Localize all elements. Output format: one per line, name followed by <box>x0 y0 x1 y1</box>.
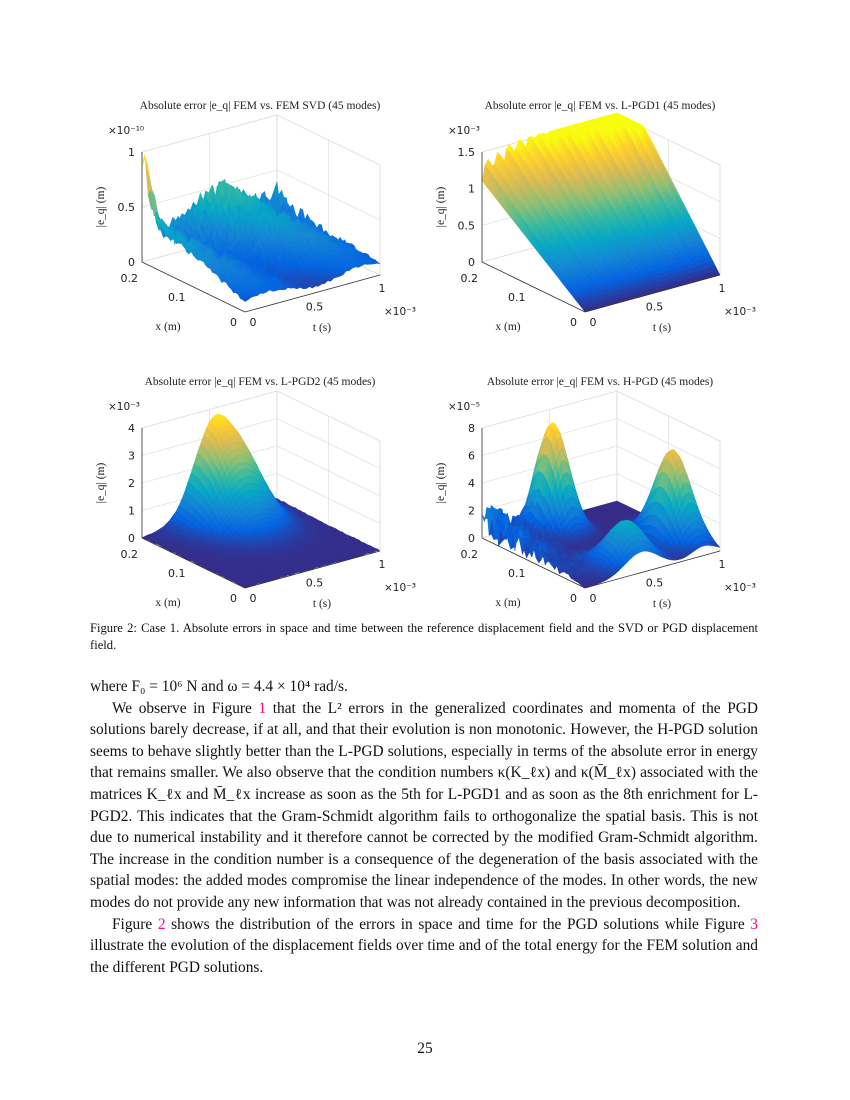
plot-title: Absolute error |e_q| FEM vs. L-PGD1 (45 … <box>485 100 716 112</box>
figure-2-surface-plots: 0 0.5 1 0 0.1 0.2 0 0.5 1 ×10⁻¹⁰ ×10⁻³ x (m) t (s) |e… <box>95 100 756 610</box>
t-tick-label: 0.5 <box>306 301 324 314</box>
z-axis-label: |e_q| (m) <box>435 186 447 227</box>
x-tick-label: 0 <box>570 316 577 329</box>
t-axis-label: t (s) <box>313 322 331 334</box>
surface-mesh <box>481 112 721 313</box>
grid-line <box>141 114 381 166</box>
t-tick-label: 1 <box>719 282 726 295</box>
x-tick-label: 0.1 <box>508 291 526 304</box>
t-tick-label: 0 <box>590 316 597 329</box>
t-tick-label: 0 <box>250 316 257 329</box>
z-tick-label: 0.5 <box>118 201 136 214</box>
surface-plot-2: 0 0.5 1 1.5 0 0.1 0.2 0 0.5 1 ×10⁻³ ×10⁻³ x (m) t (s)… <box>435 100 756 334</box>
z-tick-label: 0 <box>128 256 135 269</box>
t-axis-label: t (s) <box>653 322 671 334</box>
x-tick-label: 0.1 <box>168 291 186 304</box>
x-axis-label: x (m) <box>495 321 520 333</box>
z-exponent-label: ×10⁻¹⁰ <box>108 125 144 137</box>
x-axis-label: x (m) <box>155 321 180 333</box>
grid-line <box>141 169 381 221</box>
z-axis-label: |e_q| (m) <box>95 186 107 227</box>
t-exponent-label: ×10⁻³ <box>384 306 416 318</box>
z-exponent-label: ×10⁻³ <box>448 125 480 137</box>
z-tick-label: 1.5 <box>458 146 476 159</box>
x-tick-label: 0.2 <box>461 272 479 285</box>
z-tick-label: 0.5 <box>458 219 476 232</box>
z-tick-label: 1 <box>468 183 475 196</box>
plot-title: Absolute error |e_q| FEM vs. FEM SVD (45… <box>140 100 381 112</box>
x-tick-label: 0 <box>230 316 237 329</box>
t-exponent-label: ×10⁻³ <box>724 306 756 318</box>
t-tick-label: 0.5 <box>646 301 664 314</box>
z-tick-label: 0 <box>468 256 475 269</box>
t-tick-label: 1 <box>379 282 386 295</box>
z-tick-label: 1 <box>128 146 135 159</box>
x-tick-label: 0.2 <box>121 272 139 285</box>
surface-mesh <box>141 154 381 302</box>
surface-plot-1: 0 0.5 1 0 0.1 0.2 0 0.5 1 ×10⁻¹⁰ ×10⁻³ x (m) t (s) |e… <box>95 100 416 334</box>
